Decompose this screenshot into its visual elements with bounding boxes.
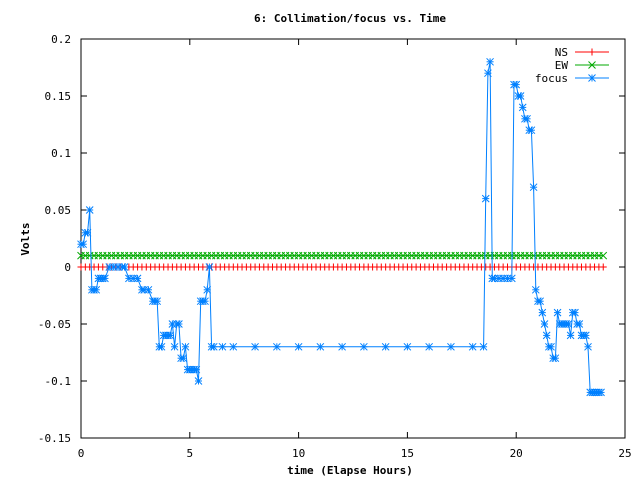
chart-title: 6: Collimation/focus vs. Time <box>254 12 446 25</box>
data-point-focus <box>338 342 346 351</box>
legend-label-ns: NS <box>555 46 568 59</box>
data-point-focus <box>85 206 94 214</box>
data-point-ew <box>599 251 608 260</box>
legend-marker-ns <box>588 48 596 56</box>
x-tick-label: 25 <box>618 447 631 460</box>
data-point-focus <box>209 342 218 351</box>
data-point-focus <box>518 103 527 112</box>
data-point-focus <box>133 274 142 283</box>
y-tick-label: -0.1 <box>45 375 72 388</box>
series-ew <box>77 251 608 260</box>
data-point-focus <box>547 342 555 351</box>
x-tick-label: 10 <box>292 447 305 460</box>
data-point-focus <box>83 228 92 237</box>
data-point-focus <box>512 80 521 89</box>
x-tick-label: 20 <box>510 447 523 460</box>
data-point-focus <box>157 342 166 351</box>
data-point-focus <box>529 183 538 192</box>
series-focus <box>77 57 605 397</box>
data-point-focus <box>581 331 590 340</box>
data-point-focus <box>166 331 175 340</box>
data-point-focus <box>272 342 281 351</box>
x-tick-label: 0 <box>78 447 85 460</box>
data-point-focus <box>229 342 238 351</box>
x-tick-label: 15 <box>401 447 414 460</box>
data-point-focus <box>542 331 551 340</box>
data-point-focus <box>181 342 190 351</box>
data-point-focus <box>92 285 101 294</box>
data-point-focus <box>425 342 434 351</box>
y-axis: -0.15 -0.1 -0.05 0 0.05 0.1 0.15 0.2 <box>38 33 625 445</box>
data-point-focus <box>584 342 592 351</box>
data-point-focus <box>316 342 325 351</box>
y-tick-label: 0.2 <box>51 33 71 46</box>
y-tick-label: 0 <box>64 261 71 274</box>
data-point-focus <box>481 194 490 203</box>
x-axis-label: time (Elapse Hours) <box>287 464 413 477</box>
data-point-focus <box>507 274 516 283</box>
data-point-focus <box>144 285 153 294</box>
data-point-focus <box>360 342 368 351</box>
y-axis-label: Volts <box>19 222 32 255</box>
data-point-focus <box>527 126 536 135</box>
data-point-focus <box>101 274 109 283</box>
y-tick-label: -0.15 <box>38 432 71 445</box>
x-tick-label: 5 <box>186 447 193 460</box>
series-layer <box>77 57 608 397</box>
legend-label-focus: focus <box>535 72 568 85</box>
data-point-focus <box>566 331 575 340</box>
data-point-focus <box>175 320 183 328</box>
legend-marker-focus <box>588 74 596 82</box>
data-point-focus <box>201 297 209 306</box>
data-point-focus <box>205 263 214 271</box>
data-point-focus <box>553 308 562 317</box>
data-point-focus <box>218 342 227 351</box>
data-point-focus <box>479 342 488 351</box>
data-point-focus <box>575 320 584 328</box>
y-tick-label: 0.05 <box>45 204 72 217</box>
data-point-focus <box>468 342 477 351</box>
data-point-focus <box>486 57 494 66</box>
legend-marker-ew <box>588 61 596 69</box>
y-tick-label: 0.1 <box>51 147 71 160</box>
y-tick-label: -0.05 <box>38 318 71 331</box>
data-point-focus <box>203 285 212 294</box>
data-point-ns <box>599 263 607 271</box>
data-point-focus <box>79 240 88 249</box>
data-point-focus <box>447 342 455 351</box>
data-point-focus <box>536 297 544 306</box>
data-point-focus <box>597 388 605 397</box>
data-point-focus <box>294 342 303 351</box>
legend-label-ew: EW <box>555 59 569 72</box>
data-point-focus <box>538 308 547 317</box>
data-point-focus <box>523 114 531 123</box>
series-line-focus <box>81 61 602 393</box>
data-point-focus <box>179 354 188 363</box>
data-point-focus <box>551 354 560 363</box>
data-point-focus <box>564 320 573 328</box>
data-point-focus <box>170 342 179 351</box>
data-point-focus <box>516 92 525 100</box>
x-axis: 0 5 10 15 20 25 <box>78 39 632 460</box>
data-point-focus <box>403 342 412 351</box>
data-point-focus <box>531 285 540 294</box>
data-point-focus <box>381 342 390 351</box>
data-point-focus <box>484 69 492 78</box>
series-ns <box>77 263 607 271</box>
data-point-focus <box>120 263 129 271</box>
data-point-focus <box>153 297 162 306</box>
data-point-focus <box>251 342 259 351</box>
data-point-focus <box>192 365 201 374</box>
data-point-focus <box>540 320 549 328</box>
data-point-focus <box>194 377 203 385</box>
y-tick-label: 0.15 <box>45 90 72 103</box>
data-point-focus <box>571 308 579 317</box>
plot-frame <box>80 38 626 439</box>
